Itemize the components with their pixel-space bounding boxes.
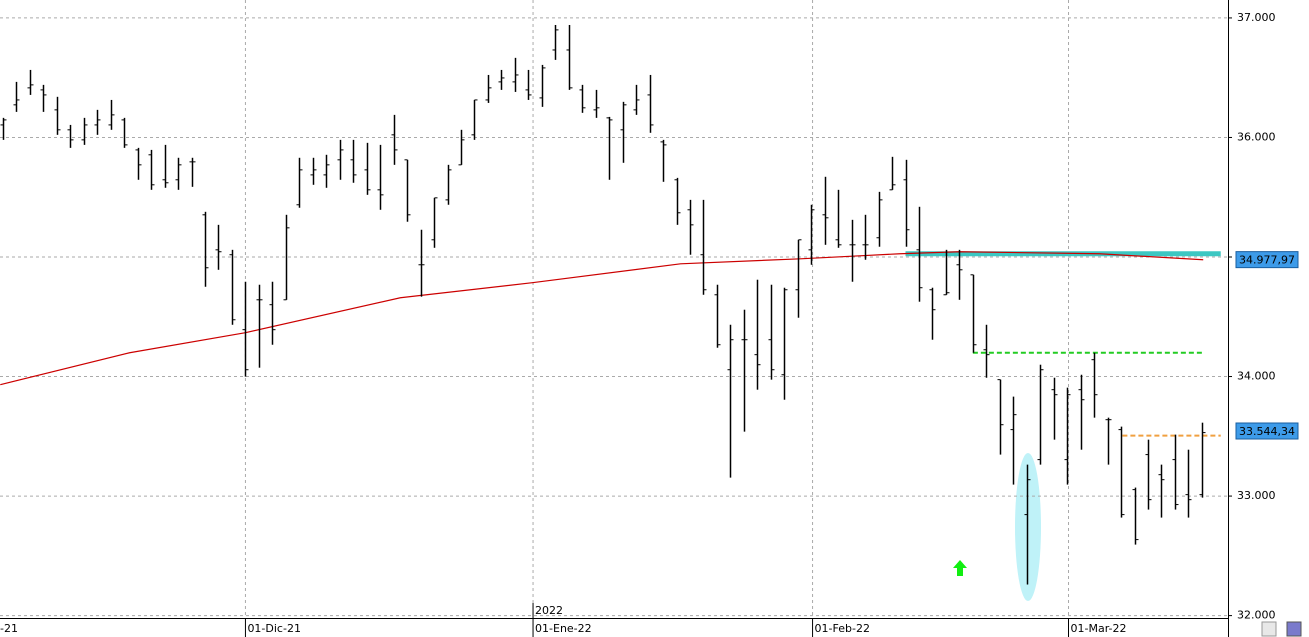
x-tick-label: 01-Ene-22 bbox=[535, 622, 592, 635]
moving-average bbox=[0, 251, 1204, 386]
up-arrow bbox=[953, 560, 967, 576]
y-tick-label: 34.000 bbox=[1237, 370, 1276, 383]
y-tick-label: 32.000 bbox=[1237, 609, 1276, 622]
icon[interactable] bbox=[1261, 621, 1277, 637]
price-label-box bbox=[1235, 422, 1299, 440]
price-label: 34.977,97 bbox=[1239, 254, 1295, 267]
x-group-label: 2022 bbox=[535, 604, 563, 617]
x-tick-label: 01-Dic-21 bbox=[247, 622, 301, 635]
price-label: 33.544,34 bbox=[1239, 425, 1295, 438]
x-tick-label: 01-Mar-22 bbox=[1071, 622, 1127, 635]
y-tick-label: 37.000 bbox=[1237, 11, 1276, 24]
y-tick-label: 33.000 bbox=[1237, 489, 1276, 502]
save-icon[interactable] bbox=[1286, 621, 1302, 637]
x-tick-label: -21 bbox=[0, 622, 18, 635]
y-tick-label: 36.000 bbox=[1237, 130, 1276, 143]
x-tick-label: 01-Feb-22 bbox=[815, 622, 870, 635]
price-label-box bbox=[1235, 251, 1299, 269]
